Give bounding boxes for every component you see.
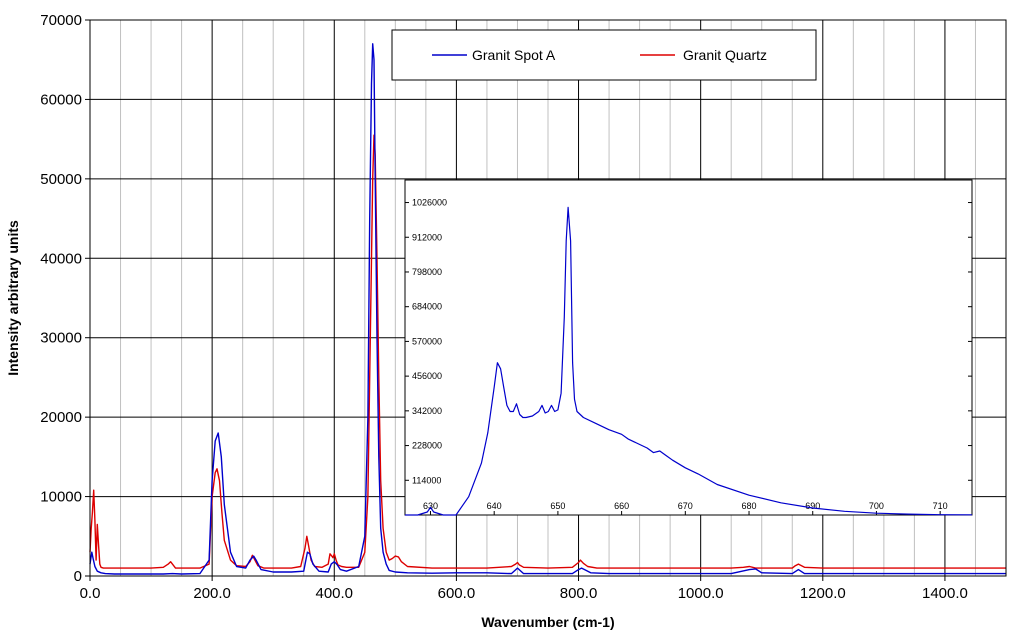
y-tick-label: 70000 — [40, 12, 82, 29]
y-tick-label: 30000 — [40, 330, 82, 347]
inset-y-tick-label: 342000 — [412, 406, 442, 416]
inset-x-tick-label: 710 — [933, 501, 948, 511]
x-tick-label: 600.0 — [438, 585, 476, 602]
legend-label-quartz: Granit Quartz — [683, 47, 767, 63]
inset-y-tick-label: 798000 — [412, 267, 442, 277]
inset-y-tick-label: 1026000 — [412, 198, 447, 208]
y-tick-label: 50000 — [40, 171, 82, 188]
y-tick-label: 40000 — [40, 250, 82, 267]
legend-label-spot-a: Granit Spot A — [472, 47, 556, 63]
y-axis-title: Intensity arbitrary units — [5, 220, 21, 376]
legend: Granit Spot A Granit Quartz — [391, 29, 817, 81]
inset-x-tick-label: 680 — [742, 501, 757, 511]
inset-y-tick-label: 570000 — [412, 336, 442, 346]
inset-x-tick-label: 640 — [487, 501, 502, 511]
inset-x-tick-label: 660 — [614, 501, 629, 511]
y-tick-label: 20000 — [40, 409, 82, 426]
inset-x-tick-label: 690 — [805, 501, 820, 511]
inset-x-tick-label: 670 — [678, 501, 693, 511]
inset-y-tick-label: 228000 — [412, 441, 442, 451]
x-tick-label: 1400.0 — [922, 585, 968, 602]
chart-ticks: 0.0 200.0 400.0 600.0 800.0 1000.0 1200.0 1400.… — [40, 12, 968, 602]
inset-x-tick-label: 700 — [869, 501, 884, 511]
inset-y-tick-label: 684000 — [412, 302, 442, 312]
x-tick-label: 1200.0 — [800, 585, 846, 602]
inset-series — [405, 206, 973, 516]
y-tick-label: 10000 — [40, 489, 82, 506]
inset-y-tick-label: 456000 — [412, 371, 442, 381]
x-tick-label: 0.0 — [80, 585, 101, 602]
x-axis-title: Wavenumber (cm-1) — [481, 614, 614, 630]
y-tick-label: 0 — [74, 568, 82, 585]
inset-series-line — [405, 206, 973, 516]
x-tick-label: 1000.0 — [678, 585, 724, 602]
inset-y-tick-label: 114000 — [412, 475, 441, 485]
inset-ticks: 630 640 650 660 670 680 690 700 710 114000 228000 3… — [405, 198, 972, 515]
x-tick-label: 200.0 — [193, 585, 231, 602]
inset-y-tick-label: 912000 — [412, 232, 442, 242]
plot-frame — [89, 19, 1007, 577]
inset-x-tick-label: 650 — [550, 501, 565, 511]
inset-chart: 630 640 650 660 670 680 690 700 710 114000 228000 3… — [404, 179, 973, 516]
x-tick-label: 400.0 — [315, 585, 353, 602]
x-tick-label: 800.0 — [560, 585, 598, 602]
inset-frame — [404, 179, 973, 516]
inset-x-tick-label: 630 — [423, 501, 438, 511]
series-line-spot-a — [89, 43, 1006, 575]
chart-series — [89, 43, 1006, 575]
legend-box — [391, 29, 817, 81]
y-tick-label: 60000 — [40, 91, 82, 108]
